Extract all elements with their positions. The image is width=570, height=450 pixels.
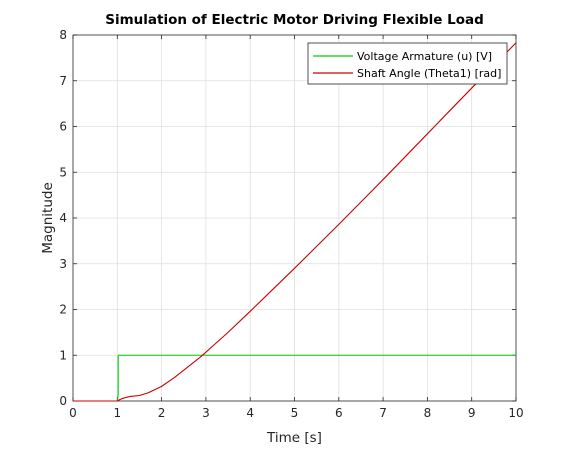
y-axis-label: Magnitude [40,182,56,254]
legend-box [307,42,508,85]
x-tick-label: 0 [69,406,77,420]
x-tick-label: 9 [468,406,476,420]
y-tick-label: 7 [59,74,67,88]
x-tick-label: 5 [291,406,299,420]
x-tick-label: 7 [379,406,387,420]
x-tick-label: 6 [335,406,343,420]
x-tick-label: 4 [246,406,254,420]
x-tick-label: 3 [202,406,210,420]
y-tick-label: 0 [59,394,67,408]
shaft-angle-line [73,42,517,402]
y-tick-label: 4 [59,211,67,225]
legend: Voltage Armature (u) [V] Shaft Angle (Th… [307,42,508,85]
y-tick-label: 5 [59,165,67,179]
axis-ticks: 0 1 2 3 4 5 6 7 8 9 10 0 1 2 3 4 5 6 7 8 [59,28,523,420]
y-tick-label: 3 [59,257,67,271]
x-tick-label: 1 [113,406,121,420]
chart-title: Simulation of Electric Motor Driving Fle… [105,12,484,28]
y-tick-label: 1 [59,348,67,362]
x-tick-label: 10 [508,406,523,420]
series-layer [73,42,517,402]
y-tick-label: 6 [59,120,67,134]
y-tick-label: 8 [59,28,67,42]
y-tick-label: 2 [59,303,67,317]
x-tick-label: 2 [158,406,166,420]
grid [73,35,516,401]
legend-label-voltage: Voltage Armature (u) [V] [357,50,492,63]
legend-label-shaft-angle: Shaft Angle (Theta1) [rad] [357,67,501,80]
x-tick-label: 8 [424,406,432,420]
x-axis-label: Time [s] [266,430,322,446]
